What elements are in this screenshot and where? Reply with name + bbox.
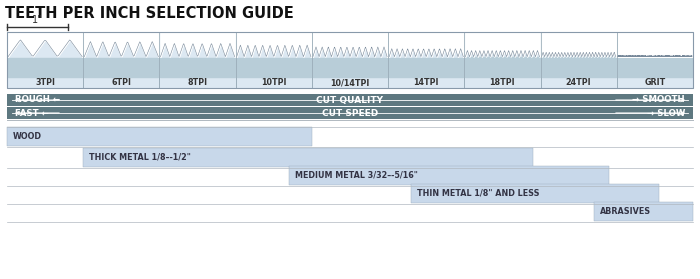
Text: WOOD: WOOD [13, 132, 42, 141]
Bar [411, 184, 659, 203]
Text: 1": 1" [32, 15, 43, 25]
Text: 6TPI: 6TPI [111, 78, 132, 87]
Text: ROUGH ←: ROUGH ← [15, 95, 60, 105]
Text: 10/14TPI: 10/14TPI [330, 78, 370, 87]
Bar [83, 148, 533, 167]
Bar [388, 32, 464, 88]
Text: GRIT: GRIT [644, 78, 666, 87]
Bar [7, 127, 312, 146]
Text: THICK METAL 1/8–-1/2": THICK METAL 1/8–-1/2" [89, 153, 191, 162]
Bar [312, 32, 388, 88]
Text: 3TPI: 3TPI [35, 78, 55, 87]
Text: → SLOW: → SLOW [647, 109, 685, 117]
Text: 24TPI: 24TPI [566, 78, 592, 87]
Bar [540, 32, 617, 88]
Text: TEETH PER INCH SELECTION GUIDE: TEETH PER INCH SELECTION GUIDE [5, 6, 294, 20]
Bar [160, 32, 236, 88]
Bar [7, 32, 693, 88]
Text: CUT QUALITY: CUT QUALITY [316, 95, 384, 105]
Bar [7, 94, 693, 106]
Bar [617, 32, 693, 88]
Text: CUT SPEED: CUT SPEED [322, 109, 378, 117]
Text: 14TPI: 14TPI [414, 78, 439, 87]
Bar [7, 32, 83, 88]
Text: 8TPI: 8TPI [188, 78, 208, 87]
Bar [289, 166, 609, 185]
Text: THIN METAL 1/8" AND LESS: THIN METAL 1/8" AND LESS [417, 189, 540, 198]
Text: ABRASIVES: ABRASIVES [600, 207, 651, 216]
Bar [83, 32, 160, 88]
Bar [236, 32, 312, 88]
Text: → SMOOTH: → SMOOTH [632, 95, 685, 105]
Text: MEDIUM METAL 3/32–-5/16": MEDIUM METAL 3/32–-5/16" [295, 171, 418, 180]
Bar [464, 32, 540, 88]
Text: FAST ←: FAST ← [15, 109, 49, 117]
Text: 18TPI: 18TPI [489, 78, 515, 87]
Bar [594, 202, 693, 221]
Text: 10TPI: 10TPI [261, 78, 286, 87]
Bar [7, 107, 693, 119]
